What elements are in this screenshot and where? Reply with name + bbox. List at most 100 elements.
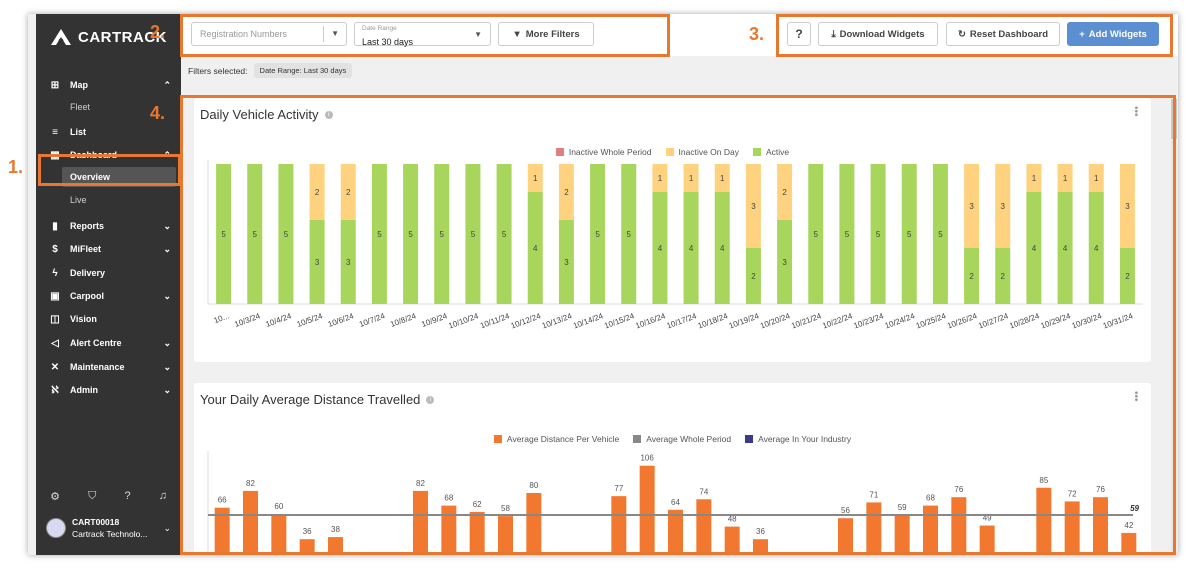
data-label: 5 bbox=[471, 230, 476, 239]
sidebar-item-map[interactable]: ⊞ Map ⌃ bbox=[36, 74, 181, 96]
bar-active bbox=[590, 164, 606, 304]
info-icon[interactable]: i bbox=[324, 110, 333, 119]
sidebar-item-reports[interactable]: ▮ Reports ⌄ bbox=[36, 215, 181, 237]
data-label: 5 bbox=[502, 230, 507, 239]
caret-down-icon: ▼ bbox=[331, 29, 339, 38]
data-label: 59 bbox=[898, 503, 907, 512]
sidebar-item-alert[interactable]: ◁ Alert Centre ⌄ bbox=[36, 332, 181, 354]
x-tick-label: 10/11/24 bbox=[479, 311, 511, 330]
sidebar-item-list[interactable]: ≡ List bbox=[36, 121, 181, 143]
data-label: 5 bbox=[221, 230, 226, 239]
data-label: 1 bbox=[1063, 174, 1068, 183]
data-label: 4 bbox=[689, 244, 694, 253]
more-options-icon[interactable]: ••• bbox=[1130, 391, 1141, 402]
x-tick-label: 10/16/24 bbox=[634, 311, 667, 330]
bar-active bbox=[621, 164, 637, 304]
data-label: 2 bbox=[1001, 272, 1006, 281]
date-range-value: Last 30 days bbox=[362, 37, 414, 47]
data-label: 5 bbox=[845, 230, 850, 239]
sidebar-item-mifleet[interactable]: $ MiFleet ⌄ bbox=[36, 238, 181, 260]
data-label: 85 bbox=[1039, 476, 1048, 485]
sidebar-item-admin[interactable]: ℵ Admin ⌄ bbox=[36, 379, 181, 401]
data-label: 82 bbox=[246, 479, 255, 488]
sidebar-item-carpool[interactable]: ▣ Carpool ⌄ bbox=[36, 285, 181, 307]
sidebar-item-label: Delivery bbox=[70, 268, 106, 278]
sidebar-item-label: Reports bbox=[70, 221, 105, 231]
help-icon[interactable]: ? bbox=[124, 490, 131, 502]
activity-chart: 5 10... 5 10/3/24 5 10/4/24 3 2 10/5/24 3 2 10/6/24… bbox=[207, 160, 1143, 331]
caret-down-icon: ▼ bbox=[474, 30, 482, 39]
sidebar-item-maintenance[interactable]: ✕ Maintenance ⌄ bbox=[36, 356, 181, 378]
bell-icon[interactable]: ♫ bbox=[158, 490, 167, 502]
date-range-select[interactable]: Date Range Last 30 days ▼ bbox=[354, 22, 491, 47]
data-label: 1 bbox=[533, 174, 538, 183]
legend-item[interactable]: Inactive Whole Period bbox=[555, 147, 652, 157]
sidebar-item-fleet[interactable]: Fleet bbox=[36, 97, 181, 117]
x-tick-label: 10/23/24 bbox=[852, 311, 885, 330]
refresh-icon: ↻ bbox=[957, 28, 966, 40]
bar-active bbox=[1026, 192, 1042, 304]
settings-icon[interactable]: ⚙ bbox=[50, 491, 60, 503]
bar-active bbox=[340, 220, 356, 304]
data-label: 60 bbox=[274, 502, 283, 511]
chevron-down-icon: ⌄ bbox=[163, 384, 171, 395]
legend-label: Inactive On Day bbox=[678, 147, 739, 157]
legend-item[interactable]: Inactive On Day bbox=[665, 147, 739, 157]
data-label: 2 bbox=[782, 188, 787, 197]
more-options-icon[interactable]: ••• bbox=[1130, 106, 1141, 117]
info-icon[interactable]: i bbox=[426, 395, 435, 404]
sidebar-item-live[interactable]: Live bbox=[36, 190, 181, 210]
data-label: 1 bbox=[658, 174, 663, 183]
filters-selected-label: Filters selected: bbox=[188, 65, 248, 76]
bar-inactive-on-day bbox=[714, 164, 730, 192]
legend-item[interactable]: Average Whole Period bbox=[633, 434, 731, 444]
data-label: 2 bbox=[346, 188, 351, 197]
brand-logo[interactable]: CARTRACK bbox=[50, 28, 167, 46]
sidebar-item-dashboard[interactable]: ▦ Dashboard ⌃ bbox=[36, 144, 181, 166]
more-filters-button[interactable]: ▼ More Filters bbox=[498, 22, 594, 46]
sidebar-item-delivery[interactable]: ϟ Delivery bbox=[36, 262, 181, 284]
data-label: 1 bbox=[1094, 174, 1099, 183]
chart-legend: Inactive Whole Period Inactive On Day Acti… bbox=[194, 147, 1151, 157]
bar-inactive-on-day bbox=[527, 164, 543, 192]
data-label: 66 bbox=[218, 496, 227, 505]
plus-icon: + bbox=[1079, 28, 1085, 40]
select-divider bbox=[323, 26, 324, 42]
shield-icon[interactable]: ⛉ bbox=[88, 490, 97, 502]
legend-item[interactable]: Average In Your Industry bbox=[745, 434, 851, 444]
scrollbar-thumb[interactable] bbox=[1171, 99, 1177, 139]
data-label: 4 bbox=[658, 244, 663, 253]
legend-swatch bbox=[493, 435, 502, 443]
data-label: 68 bbox=[444, 494, 453, 503]
dashboard-icon: ▦ bbox=[50, 149, 60, 161]
annotation-label-1: 1. bbox=[8, 157, 24, 177]
sidebar-item-overview[interactable]: Overview bbox=[62, 167, 176, 187]
bar-active bbox=[496, 164, 512, 304]
sidebar-item-vision[interactable]: ◫ Vision bbox=[36, 308, 181, 330]
date-range-label: Date Range bbox=[362, 25, 397, 32]
data-label: 5 bbox=[814, 230, 819, 239]
data-label: 62 bbox=[473, 500, 482, 509]
add-widgets-button[interactable]: + Add Widgets bbox=[1067, 22, 1159, 46]
user-menu[interactable]: CART00018 Cartrack Technolo... ⌄ bbox=[46, 517, 171, 539]
x-tick-label: 10/6/24 bbox=[327, 311, 356, 329]
bar-distance bbox=[838, 518, 853, 555]
legend-item[interactable]: Average Distance Per Vehicle bbox=[493, 434, 619, 444]
data-label: 4 bbox=[1063, 244, 1068, 253]
scrollbar[interactable] bbox=[1171, 99, 1177, 555]
bar-distance bbox=[413, 490, 428, 555]
bar-active bbox=[870, 164, 886, 304]
megaphone-icon: ◁ bbox=[51, 337, 59, 349]
x-tick-label: 10/25/24 bbox=[915, 311, 948, 330]
download-widgets-button[interactable]: ⤓ Download Widgets bbox=[818, 22, 938, 46]
data-label: 5 bbox=[876, 230, 881, 239]
filter-chip[interactable]: Date Range: Last 30 days bbox=[253, 63, 353, 78]
sidebar-item-label: Dashboard bbox=[70, 150, 118, 160]
download-widgets-label: Download Widgets bbox=[839, 28, 925, 40]
help-button[interactable]: ? bbox=[787, 22, 811, 46]
reset-dashboard-button[interactable]: ↻ Reset Dashboard bbox=[946, 22, 1060, 46]
registration-numbers-select[interactable]: Registration Numbers ▼ bbox=[191, 22, 347, 46]
legend-label: Average In Your Industry bbox=[758, 434, 852, 444]
camera-icon: ◫ bbox=[50, 313, 60, 325]
legend-item[interactable]: Active bbox=[753, 147, 789, 157]
